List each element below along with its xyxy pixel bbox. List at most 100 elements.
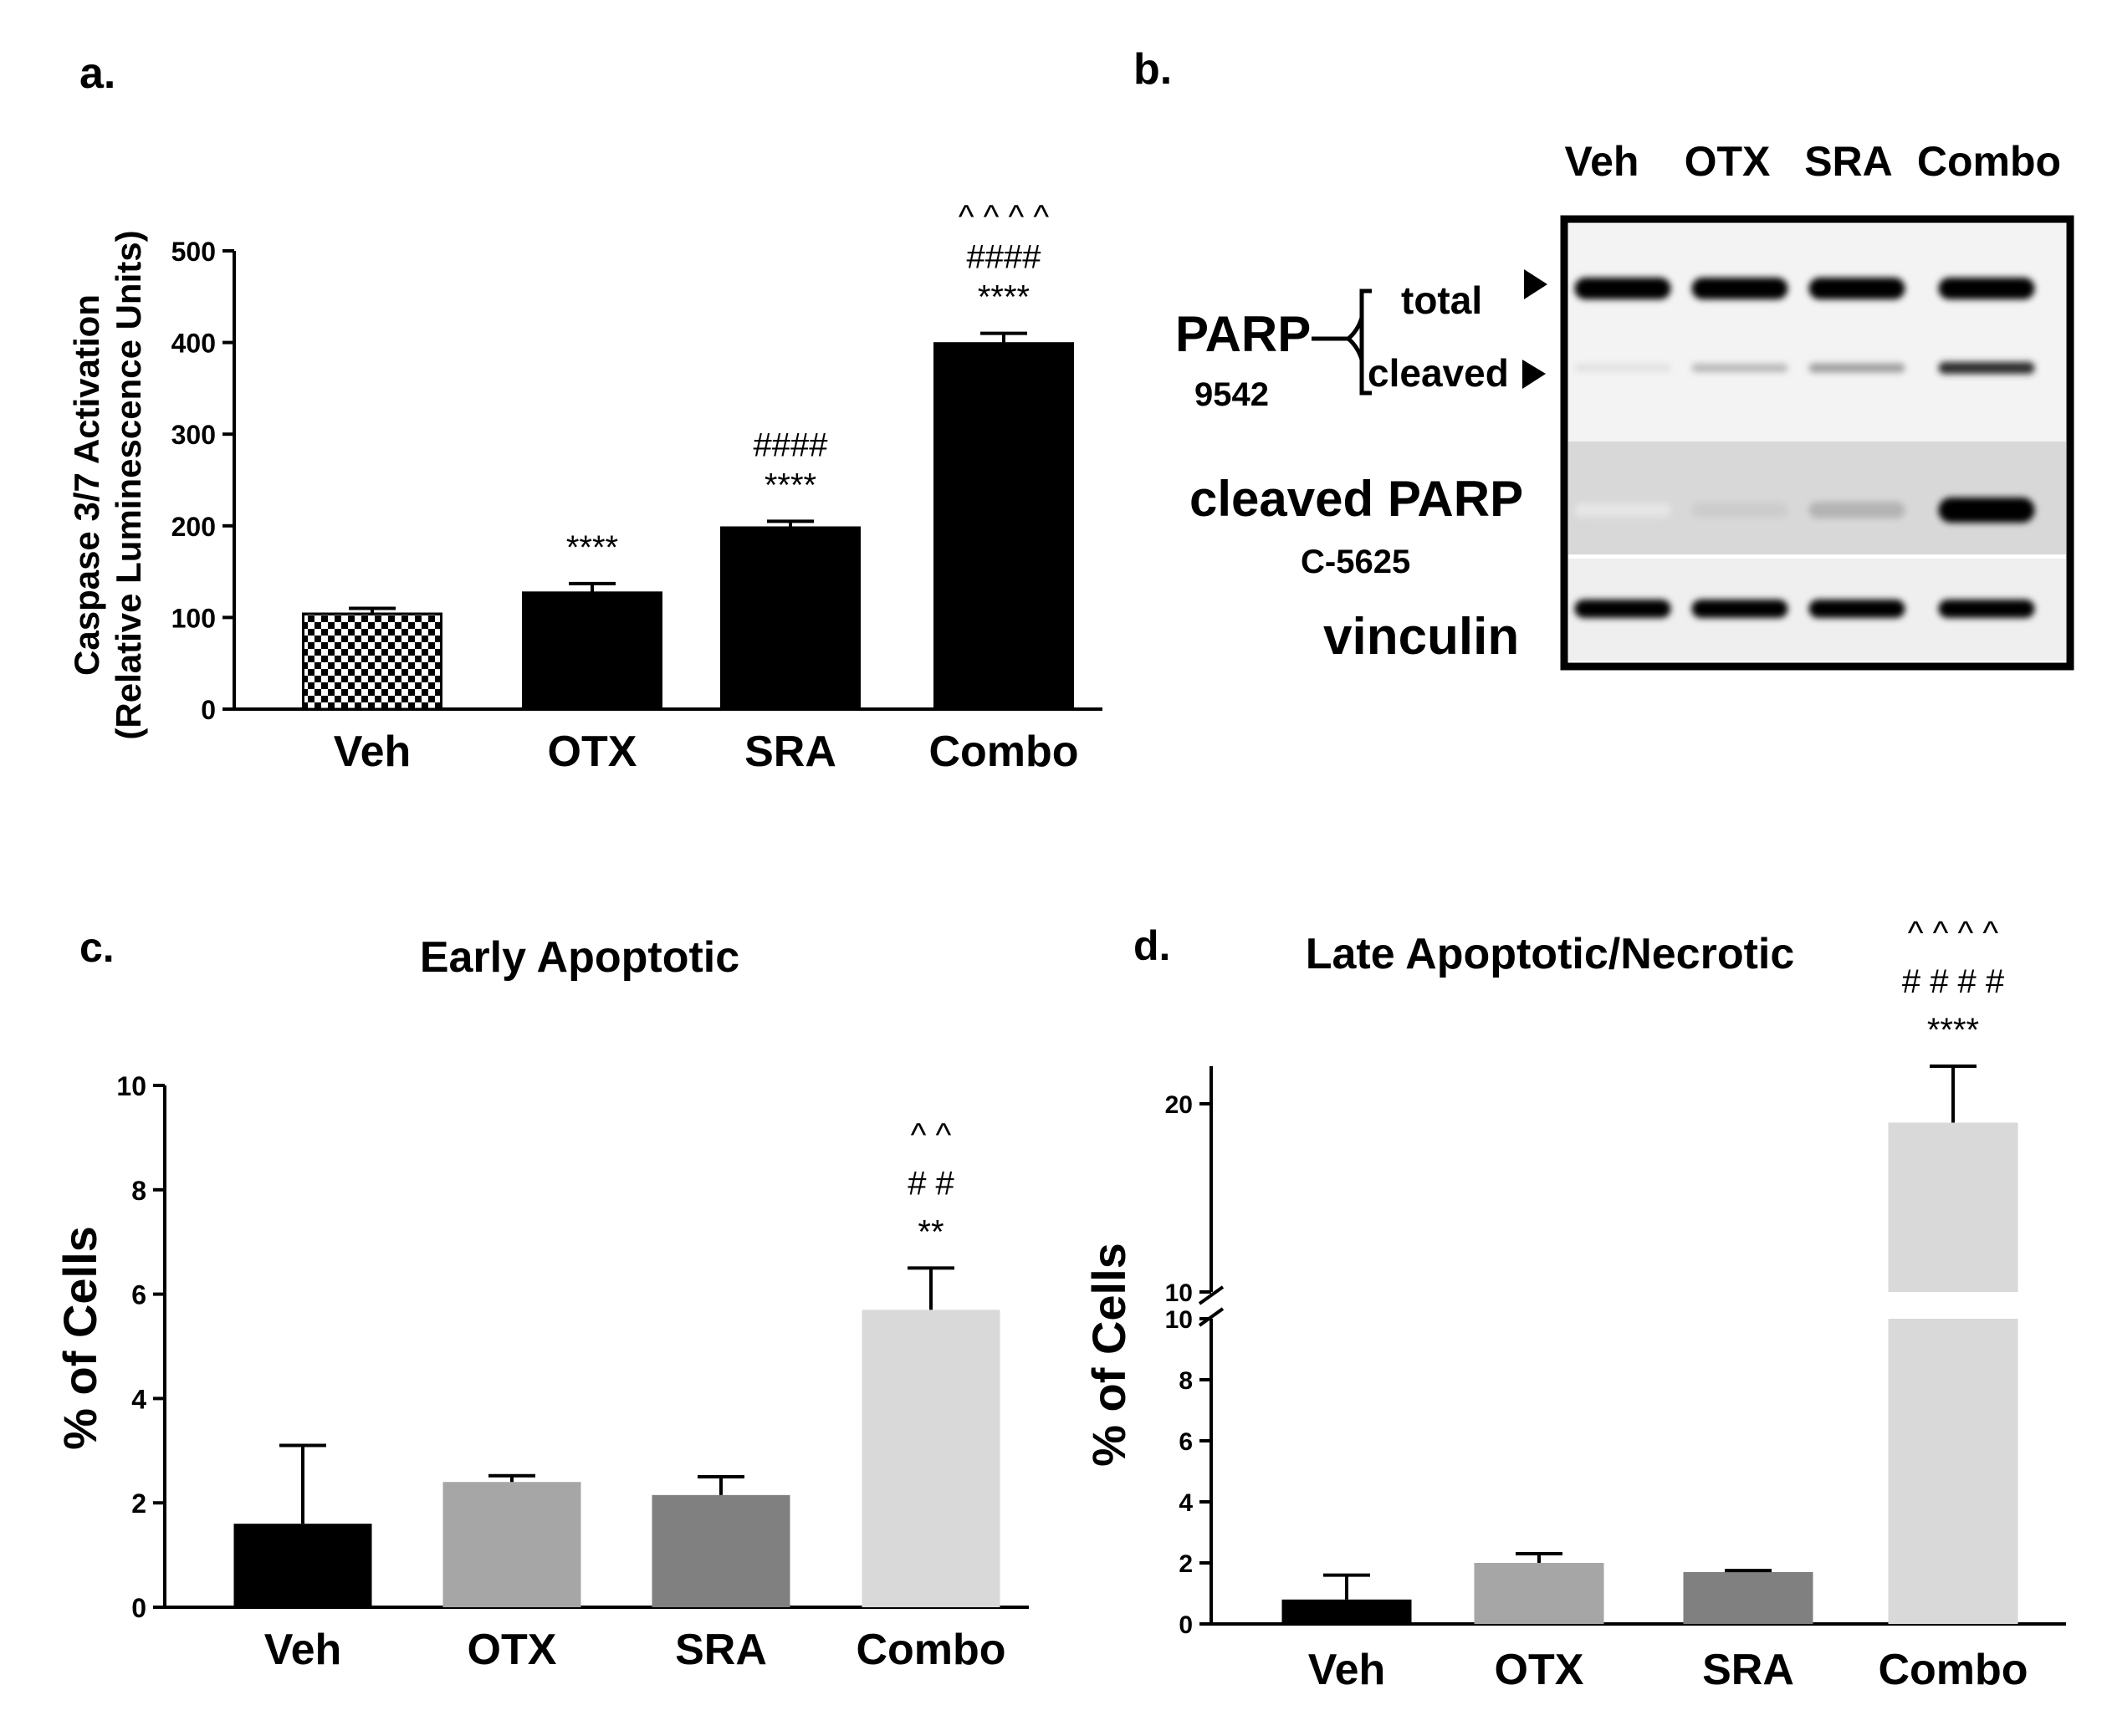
panel-d-bar-combo-lower <box>1888 1319 2018 1624</box>
panel-a-x-label-combo: Combo <box>928 728 1078 776</box>
panel-d-label: d. <box>1133 922 1170 969</box>
panel-d-title: Late Apoptotic/Necrotic <box>1306 930 1795 978</box>
panel-c-x-label-veh: Veh <box>264 1626 342 1674</box>
cleaved-parp-antibody-label: C-5625 <box>1301 544 1410 580</box>
panel-d-significance-label: # # # # <box>1902 963 2005 1000</box>
band-total-combo <box>1938 278 2035 299</box>
band-cleaved-veh <box>1574 364 1671 372</box>
panel-d-y-tick-label: 6 <box>1179 1428 1193 1456</box>
band-cleaved-parp-otx <box>1691 503 1788 518</box>
band-cleaved-sra <box>1808 363 1905 373</box>
panel-c-bar-combo <box>862 1310 1000 1607</box>
panel-a-significance-label: #### <box>967 239 1042 276</box>
panel-c: c. Early Apoptotic 0 2 4 6 8 10 Veh OTX SRA Combo… <box>54 924 1029 1674</box>
band-cleaved-parp-combo <box>1938 498 2035 523</box>
panel-d-y-tick-label: 10 <box>1165 1306 1193 1334</box>
panel-c-significance-label: # # <box>908 1165 954 1202</box>
panel-a-bar-sra <box>720 526 861 711</box>
panel-a-ylabel-1: Caspase 3/7 Activation <box>67 294 106 676</box>
panel-a-bar-veh <box>302 612 442 711</box>
panel-d-y-tick-label: 20 <box>1165 1091 1193 1119</box>
panel-c-y-tick-label: 0 <box>131 1593 146 1623</box>
panel-d-x-label-sra: SRA <box>1702 1646 1794 1694</box>
panel-a-x-label-veh: Veh <box>334 728 412 776</box>
band-total-otx <box>1691 278 1788 299</box>
band-cleaved-combo <box>1938 361 2035 375</box>
panel-d-x-label-veh: Veh <box>1308 1646 1386 1694</box>
panel-c-ylabel: % of Cells <box>54 1226 106 1450</box>
panel-c-y-tick-label: 8 <box>131 1176 146 1206</box>
band-total-veh <box>1574 278 1671 299</box>
panel-d-y-tick-label: 8 <box>1179 1367 1193 1395</box>
panel-a-bar-combo <box>933 342 1074 711</box>
panel-d-significance-label: ^ ^ ^ ^ <box>1908 915 1999 952</box>
panel-a-significance-label: ^ ^ ^ ^ <box>959 199 1050 236</box>
panel-c-title: Early Apoptotic <box>420 933 739 982</box>
panel-d-bar-combo-upper <box>1888 1122 2018 1292</box>
parp-membrane <box>1568 224 2066 442</box>
band-vinculin-sra <box>1808 600 1905 618</box>
band-vinculin-otx <box>1691 600 1788 618</box>
parp-connector <box>1312 317 1364 360</box>
parp-antibody-label: 9542 <box>1194 376 1269 413</box>
panel-d-bar-veh <box>1281 1599 1412 1624</box>
panel-d-y-tick-label: 2 <box>1179 1550 1193 1578</box>
panel-c-y-tick-label: 10 <box>116 1071 146 1101</box>
cleaved-arrow-icon <box>1522 360 1546 389</box>
total-arrow-icon <box>1524 269 1547 299</box>
lane-label-combo: Combo <box>1917 138 2061 185</box>
panel-c-y-tick-label: 2 <box>131 1488 146 1519</box>
panel-a-ylabel-2: (Relative Luminescence Units) <box>109 230 148 739</box>
cleaved-parp-label: cleaved PARP <box>1189 471 1523 527</box>
panel-a-y-tick-label: 0 <box>201 695 216 725</box>
parp-bracket <box>1359 288 1372 396</box>
panel-c-y-tick-label: 6 <box>131 1280 146 1310</box>
panel-a-y-tick-label: 300 <box>171 420 216 450</box>
panel-a-y-tick-label: 400 <box>171 329 216 359</box>
panel-d-y-tick-label: 10 <box>1165 1279 1193 1307</box>
panel-c-x-label-combo: Combo <box>856 1626 1005 1674</box>
lane-label-otx: OTX <box>1685 138 1771 185</box>
panel-d-axis-break <box>1198 1285 1225 1305</box>
panel-c-x-label-otx: OTX <box>468 1626 557 1674</box>
panel-c-bar-sra <box>652 1494 790 1607</box>
lane-label-veh: Veh <box>1565 138 1639 185</box>
panel-a-y-tick-label: 100 <box>171 603 216 633</box>
panel-c-bar-otx <box>442 1482 581 1607</box>
panel-d-x-label-otx: OTX <box>1495 1646 1584 1694</box>
panel-c-y-tick-label: 4 <box>131 1384 146 1414</box>
panel-a-y-tick-label: 200 <box>171 512 216 542</box>
panel-c-significance-label: ^ ^ <box>911 1116 952 1153</box>
band-total-sra <box>1808 278 1905 299</box>
panel-d-bar-otx <box>1474 1563 1604 1624</box>
panel-a-x-label-otx: OTX <box>548 728 637 776</box>
panel-a-significance-label: **** <box>765 467 816 503</box>
panel-a-significance-label: #### <box>754 426 829 463</box>
parp-label: PARP <box>1175 306 1311 362</box>
panel-c-label: c. <box>79 924 115 971</box>
panel-c-bar-veh <box>233 1524 372 1607</box>
panel-d-significance-label: **** <box>1927 1012 1979 1049</box>
band-cleaved-parp-veh <box>1574 503 1671 518</box>
cleaved-label: cleaved <box>1368 351 1509 395</box>
panel-c-x-label-sra: SRA <box>675 1626 767 1674</box>
band-vinculin-combo <box>1938 600 2035 618</box>
panel-a-y-tick-label: 500 <box>171 237 216 267</box>
panel-d-y-tick-label: 4 <box>1179 1489 1193 1517</box>
panel-a-significance-label: **** <box>978 279 1030 316</box>
panel-a-significance-label: **** <box>566 529 618 566</box>
total-label: total <box>1401 278 1482 322</box>
vinculin-label: vinculin <box>1323 608 1519 666</box>
panel-a-x-label-sra: SRA <box>744 728 836 776</box>
blot-bands <box>1574 278 2035 618</box>
panel-d-ylabel: % of Cells <box>1082 1243 1135 1467</box>
band-cleaved-otx <box>1691 363 1788 373</box>
panel-a-label: a. <box>79 49 115 98</box>
panel-c-significance-label: ** <box>918 1213 944 1250</box>
panel-d-bar-sra <box>1683 1571 1813 1624</box>
